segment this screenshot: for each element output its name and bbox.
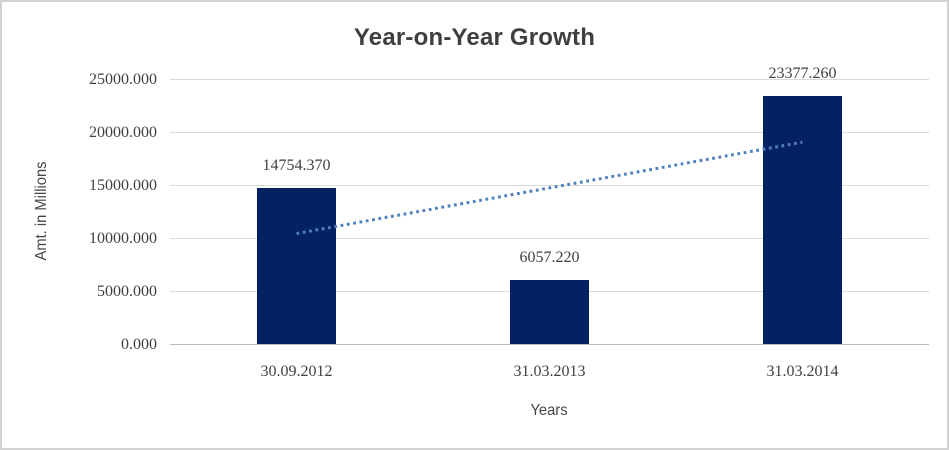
x-axis-title: Years	[530, 402, 568, 419]
x-category-label: 31.03.2013	[513, 363, 586, 380]
x-axis-line	[170, 344, 929, 345]
gridline	[170, 132, 929, 133]
plot-area: 14754.370 6057.220 23377.260	[170, 65, 929, 345]
x-category-label: 31.03.2014	[766, 363, 839, 380]
bar	[510, 279, 589, 344]
bar	[257, 187, 336, 344]
bar-value-label: 6057.220	[519, 248, 580, 266]
y-axis-tick-labels: 0.000 5000.000 10000.000 15000.000 20000.000…	[2, 71, 157, 353]
x-axis-tick-labels: 30.09.2012 31.03.2013 31.03.2014	[170, 363, 929, 385]
gridline	[170, 185, 929, 186]
bar-value-label: 23377.260	[768, 65, 837, 83]
bar	[763, 96, 842, 344]
chart-title: Year-on-Year Growth	[353, 24, 596, 51]
bar-value-label: 14754.370	[262, 156, 331, 174]
y-tick-label: 10000.000	[89, 229, 157, 247]
y-tick-label: 5000.000	[97, 282, 157, 300]
y-tick-label: 25000.000	[89, 70, 157, 88]
x-category-label: 30.09.2012	[260, 363, 333, 380]
y-tick-label: 15000.000	[89, 176, 157, 194]
y-tick-label: 20000.000	[89, 123, 157, 141]
y-tick-label: 0.000	[121, 335, 157, 353]
gridline	[170, 79, 929, 80]
gridline	[170, 238, 929, 239]
trendline	[296, 140, 803, 236]
